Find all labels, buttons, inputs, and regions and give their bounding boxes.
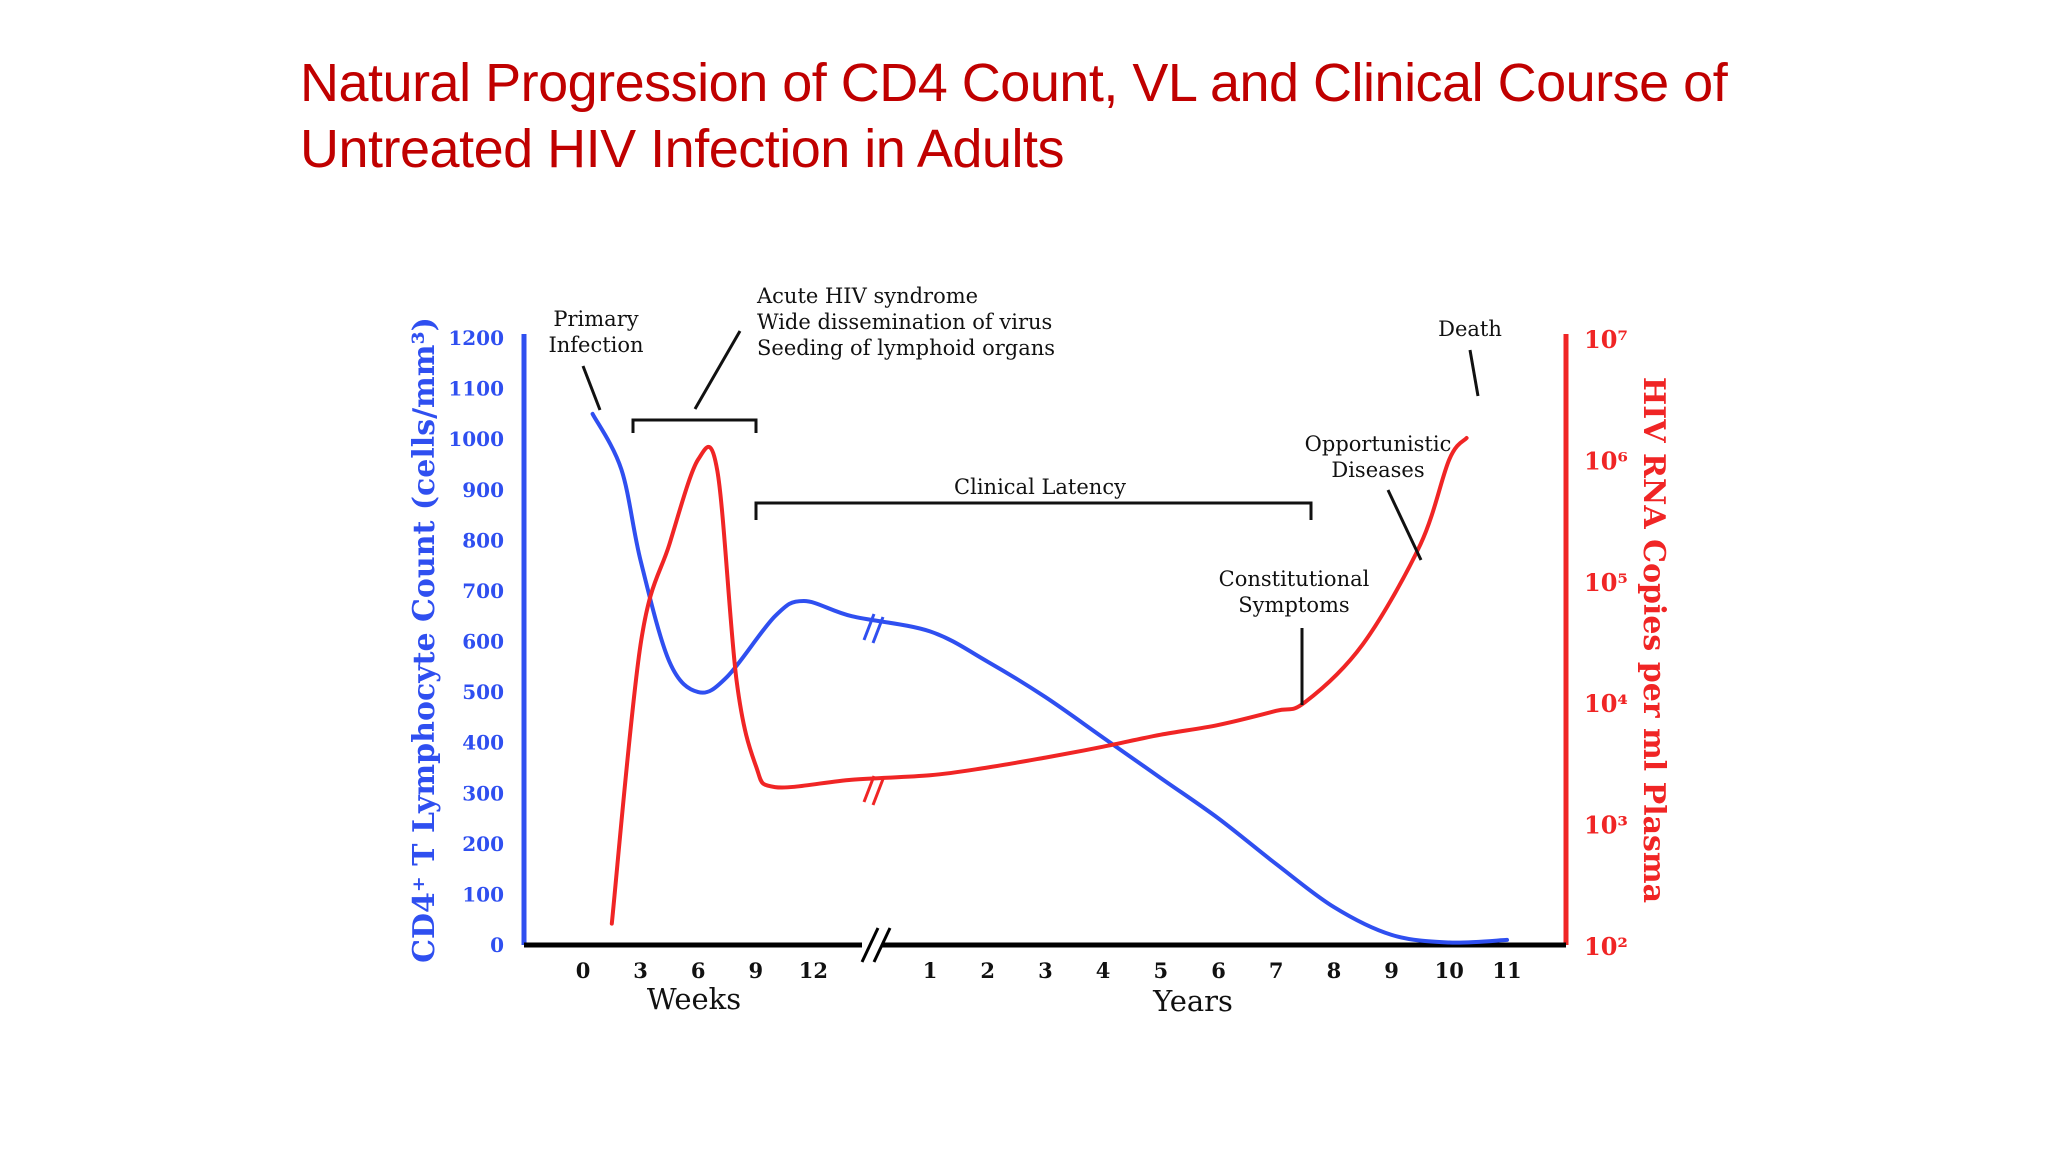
left-y-label: CD4⁺ T Lymphocyte Count (cells/mm³) [407, 317, 442, 963]
x-tick-label-weeks: 12 [799, 958, 828, 983]
x-tick-label-years: 10 [1435, 958, 1464, 983]
left-y-ticks: 0 100 200 300 400 500 600 700 800 900 1000 1100 1200 [448, 326, 504, 957]
x-tick-label-years: 6 [1211, 958, 1226, 983]
right-y-tick-label: 10³ [1584, 811, 1628, 840]
slide-title: Natural Progression of CD4 Count, VL and… [300, 50, 1900, 182]
constitutional-label-2: Symptoms [1238, 593, 1349, 617]
x-tick-label-weeks: 0 [576, 958, 591, 983]
x-tick-label-years: 5 [1153, 958, 1168, 983]
primary-infection-pointer [581, 365, 602, 411]
left-y-tick-label: 100 [462, 882, 504, 906]
x-tick-label-years: 4 [1096, 958, 1111, 983]
left-y-tick-label: 0 [490, 933, 504, 957]
opportunistic-label-1: Opportunistic [1305, 432, 1452, 456]
x-tick-label-years: 3 [1038, 958, 1053, 983]
x-tick-label-years: 2 [980, 958, 995, 983]
weeks-label: Weeks [647, 982, 741, 1016]
left-y-tick-label: 200 [462, 832, 504, 856]
acute-label-2: Wide dissemination of virus [757, 310, 1052, 334]
x-tick-label-years: 8 [1327, 958, 1342, 983]
title-line-1: Natural Progression of CD4 Count, VL and… [300, 53, 1728, 113]
x-tick-label-years: 11 [1492, 958, 1521, 983]
left-y-tick-label: 1200 [448, 326, 504, 350]
right-y-ticks: 10² 10³ 10⁴ 10⁵ 10⁶ 10⁷ [1584, 325, 1628, 961]
left-y-tick-label: 1100 [448, 377, 504, 401]
years-label: Years [1152, 984, 1233, 1018]
right-y-tick-label: 10⁷ [1584, 325, 1628, 354]
cd4-series-break [862, 613, 885, 644]
left-y-tick-label: 900 [462, 478, 504, 502]
acute-label-3: Seeding of lymphoid organs [757, 336, 1055, 360]
cd4-line [590, 411, 1509, 945]
right-y-tick-label: 10² [1584, 932, 1628, 961]
death-pointer [1468, 349, 1480, 397]
constitutional-label-1: Constitutional [1219, 567, 1370, 591]
x-ticks: 0 3 6 9 12 1 2 3 4 5 6 7 8 9 10 11 [576, 958, 1522, 983]
primary-infection-label-1: Primary [553, 307, 638, 331]
clinical-latency-label: Clinical Latency [954, 475, 1126, 499]
right-y-label: HIV RNA Copies per ml Plasma [1636, 377, 1671, 903]
right-y-tick-label: 10⁶ [1584, 446, 1628, 475]
left-y-tick-label: 800 [462, 528, 504, 552]
left-y-tick-label: 700 [462, 579, 504, 603]
opportunistic-pointer [1386, 489, 1423, 561]
x-axis-break [860, 927, 892, 963]
left-y-tick-label: 500 [462, 680, 504, 704]
x-tick-label-weeks: 9 [748, 958, 763, 983]
vl-series-break [862, 775, 885, 806]
primary-infection-label-2: Infection [548, 333, 643, 357]
death-label: Death [1438, 317, 1502, 341]
acute-pointer [693, 330, 742, 410]
series-lines [590, 411, 1509, 945]
left-y-tick-label: 400 [462, 731, 504, 755]
left-y-tick-label: 600 [462, 630, 504, 654]
acute-label-1: Acute HIV syndrome [756, 284, 978, 308]
x-tick-label-years: 9 [1384, 958, 1399, 983]
title-line-2: Untreated HIV Infection in Adults [300, 119, 1064, 179]
x-tick-label-years: 7 [1269, 958, 1284, 983]
acute-bracket [631, 418, 758, 433]
right-y-tick-label: 10⁴ [1584, 689, 1628, 718]
x-tick-label-years: 1 [923, 958, 938, 983]
viral-load-line [609, 436, 1469, 926]
left-y-tick-label: 300 [462, 781, 504, 805]
right-y-tick-label: 10⁵ [1584, 568, 1628, 597]
x-tick-label-weeks: 6 [691, 958, 706, 983]
x-tick-label-weeks: 3 [633, 958, 648, 983]
left-y-tick-label: 1000 [448, 427, 504, 451]
opportunistic-label-2: Diseases [1331, 458, 1424, 482]
clinical-latency-bracket [754, 501, 1313, 520]
